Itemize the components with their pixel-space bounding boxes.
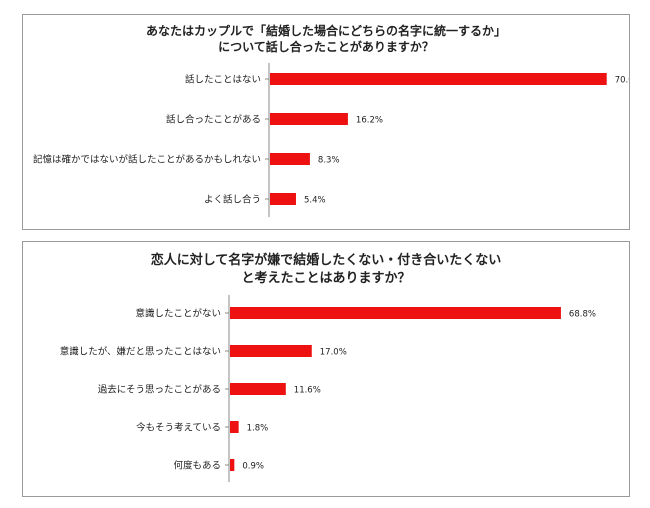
- chart-1-category-label: 記憶は確かではないが話したことがあるかもしれない: [33, 154, 261, 166]
- chart-2-category-label: 何度もある: [173, 460, 221, 472]
- chart-1-category-label: 話し合ったことがある: [166, 114, 261, 126]
- chart-2-category-label: 過去にそう思ったことがある: [98, 384, 221, 396]
- chart-1-value-label: 70.0%: [615, 76, 629, 86]
- chart-title-2-line-2: と考えたことはありますか？: [241, 271, 411, 286]
- chart-2-value-label: 1.8%: [247, 424, 269, 434]
- bar-chart-1: 話したことはない 70.0% 話し合ったことがある 16.2% 記憶は確かではないが話し…: [33, 63, 629, 217]
- chart-2-value-label: 0.9%: [242, 462, 264, 472]
- chart-2-category-label: 意識したことがない: [135, 308, 221, 320]
- chart-2-category-label: 今もそう考えている: [136, 422, 221, 434]
- chart-2-bar: [230, 383, 286, 395]
- chart-2-bar: [230, 345, 312, 357]
- chart-1-bar: [270, 113, 348, 125]
- chart-2-value-label: 11.6%: [294, 386, 321, 396]
- chart-panel-2: 恋人に対して名字が嫌で結婚したくない・付き合いたくない と考えたことはありますか…: [22, 241, 630, 497]
- chart-1-bar: [270, 153, 310, 165]
- chart-2-category-label: 意識したが、嫌だと思ったことはない: [60, 346, 221, 358]
- chart-title-1-line-1: あなたはカップルで「結婚した場合にどちらの名字に統一するか」: [145, 24, 506, 38]
- chart-1-category-label: 話したことはない: [185, 74, 261, 86]
- chart-title-2-line-1: 恋人に対して名字が嫌で結婚したくない・付き合いたくない: [150, 253, 502, 268]
- chart-2-value-label: 68.8%: [569, 310, 596, 320]
- chart-1-bar: [270, 73, 607, 85]
- chart-title-1: あなたはカップルで「結婚した場合にどちらの名字に統一するか」 について話し合った…: [23, 23, 629, 55]
- chart-panel-1: あなたはカップルで「結婚した場合にどちらの名字に統一するか」 について話し合った…: [22, 14, 630, 230]
- bar-chart-2: 意識したことがない 68.8% 意識したが、嫌だと思ったことはない 17.0% 過去にそ…: [60, 295, 596, 482]
- chart-2-value-label: 17.0%: [320, 348, 347, 358]
- chart-1-category-label: よく話し合う: [204, 194, 261, 206]
- chart-1-value-label: 5.4%: [304, 196, 326, 206]
- chart-title-1-line-2: について話し合ったことがありますか？: [218, 40, 434, 54]
- chart-title-2: 恋人に対して名字が嫌で結婚したくない・付き合いたくない と考えたことはありますか…: [23, 252, 629, 288]
- chart-2-bar: [230, 459, 235, 471]
- chart-2-bar: [230, 307, 561, 319]
- chart-1-value-label: 8.3%: [318, 156, 340, 166]
- chart-1-bar: [270, 193, 296, 205]
- chart-2-bar: [230, 421, 239, 433]
- chart-1-value-label: 16.2%: [356, 116, 383, 126]
